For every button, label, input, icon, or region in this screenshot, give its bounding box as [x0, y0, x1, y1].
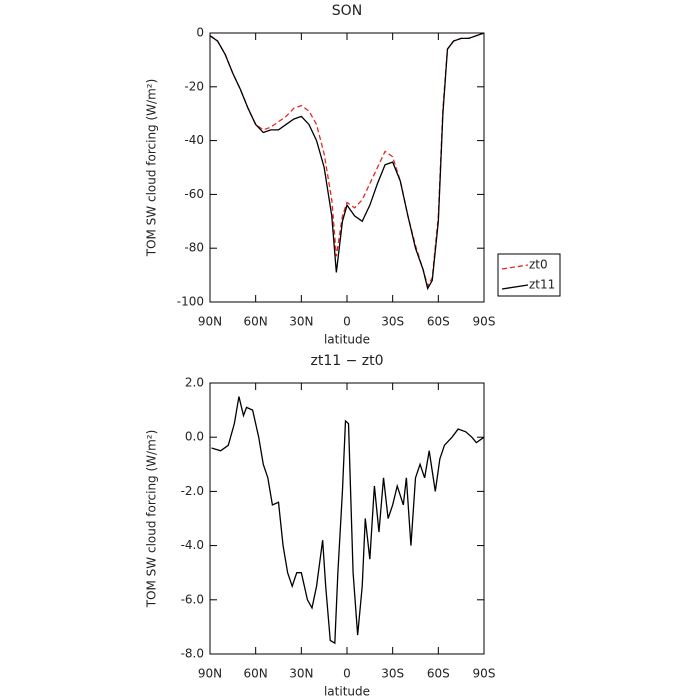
x-tick-label: 30S: [381, 315, 404, 329]
chart-title: zt11 − zt0: [310, 353, 383, 369]
y-tick-label: 2.0: [185, 376, 204, 390]
data-line: [209, 32, 485, 288]
y-tick-label: -40: [184, 133, 204, 147]
y-axis-label: TOM SW cloud forcing (W/m²): [145, 79, 159, 258]
x-tick-label: 30S: [381, 667, 404, 681]
y-tick-label: -6.0: [181, 592, 204, 606]
y-tick-label: -80: [184, 241, 204, 255]
x-tick-label: 30N: [289, 667, 313, 681]
x-tick-label: 30N: [289, 315, 313, 329]
x-tick-label: 0: [343, 315, 351, 329]
x-tick-label: 0: [343, 667, 351, 681]
y-tick-label: -20: [184, 79, 204, 93]
x-tick-label: 90S: [473, 667, 496, 681]
x-tick-label: 60S: [427, 315, 450, 329]
y-tick-label: 0.0: [185, 430, 204, 444]
chart-title: SON: [332, 3, 362, 19]
y-tick-label: -2.0: [181, 484, 204, 498]
x-axis-label: latitude: [324, 333, 370, 347]
legend-box: [497, 253, 561, 297]
y-axis-label: TOM SW cloud forcing (W/m²): [145, 430, 159, 609]
x-axis-label: latitude: [324, 685, 370, 699]
x-tick-label: 90N: [198, 315, 222, 329]
y-tick-label: -60: [184, 187, 204, 201]
y-tick-label: -8.0: [181, 647, 204, 661]
x-tick-label: 60N: [244, 667, 268, 681]
y-tick-label: -100: [177, 295, 204, 309]
y-tick-label: -4.0: [181, 538, 204, 552]
legend-label: zt0: [529, 258, 548, 272]
data-line: [211, 396, 485, 645]
x-tick-label: 60N: [244, 315, 268, 329]
x-tick-label: 90N: [198, 667, 222, 681]
y-tick-label: 0: [196, 26, 204, 40]
data-line: [209, 32, 485, 291]
legend-swatch: [501, 264, 529, 270]
x-tick-label: 60S: [427, 667, 450, 681]
legend-label: zt11: [529, 278, 555, 292]
legend-swatch: [501, 284, 529, 290]
plot-frame: [209, 32, 485, 303]
x-tick-label: 90S: [473, 315, 496, 329]
plot-frame: [209, 382, 485, 655]
